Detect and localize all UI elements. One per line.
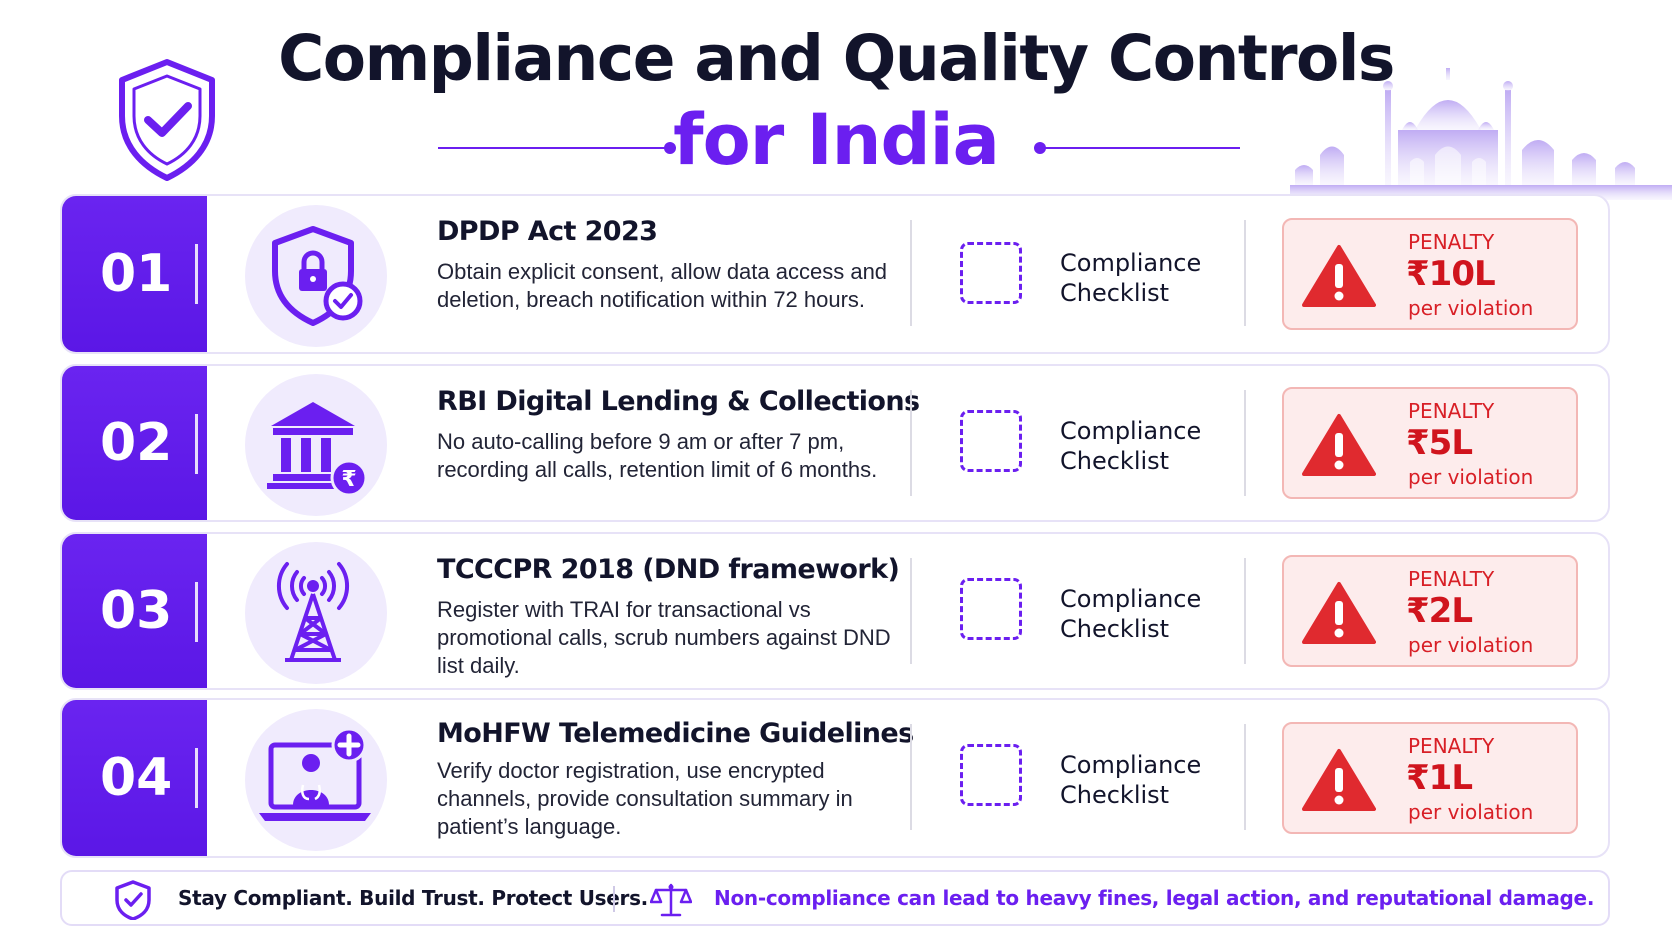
compliance-row: 04 MoHFW Telemedicine Guidelines Verify … bbox=[60, 698, 1610, 858]
checklist-label: Compliance Checklist bbox=[1060, 750, 1201, 810]
row-title: DPDP Act 2023 bbox=[437, 216, 658, 247]
penalty-box: PENALTY ₹1L per violation bbox=[1282, 722, 1578, 834]
warning-icon bbox=[1302, 582, 1376, 644]
checklist-label-line2: Checklist bbox=[1060, 447, 1170, 475]
row-number-text: 04 bbox=[100, 748, 173, 808]
penalty-amount: ₹2L bbox=[1406, 591, 1473, 631]
row-divider bbox=[1244, 724, 1246, 830]
checklist-label: Compliance Checklist bbox=[1060, 416, 1201, 476]
signal-tower-icon bbox=[276, 562, 350, 662]
warning-icon bbox=[1302, 749, 1376, 811]
bank-rupee-icon: ₹ bbox=[267, 402, 368, 497]
checklist-label-line1: Compliance bbox=[1060, 417, 1202, 445]
penalty-box: PENALTY ₹2L per violation bbox=[1282, 555, 1578, 667]
warning-icon bbox=[1302, 245, 1376, 307]
compliance-row: 01 DPDP Act 2023 Obtain explicit consent… bbox=[60, 194, 1610, 354]
penalty-unit: per violation bbox=[1408, 800, 1534, 824]
page-title: Compliance and Quality Controls bbox=[278, 22, 1395, 95]
penalty-label: PENALTY bbox=[1408, 230, 1495, 254]
row-description: Register with TRAI for transactional vs … bbox=[437, 597, 891, 678]
checklist-label-line2: Checklist bbox=[1060, 279, 1170, 307]
title-rule-dot-left bbox=[664, 142, 676, 154]
footer-divider bbox=[613, 886, 615, 912]
penalty-unit: per violation bbox=[1408, 465, 1534, 489]
row-divider bbox=[910, 220, 912, 326]
warning-icon bbox=[1302, 414, 1376, 476]
footer-tagline: Stay Compliant. Build Trust. Protect Use… bbox=[178, 886, 648, 910]
title-rule-right bbox=[1044, 147, 1240, 149]
row-title: RBI Digital Lending & Collections bbox=[437, 386, 920, 417]
row-icon-circle bbox=[245, 205, 387, 347]
row-description: Verify doctor registration, use encrypte… bbox=[437, 758, 853, 839]
checklist-label-line2: Checklist bbox=[1060, 615, 1170, 643]
row-number-text: 01 bbox=[100, 244, 173, 304]
checklist-label: Compliance Checklist bbox=[1060, 584, 1201, 644]
row-divider bbox=[910, 724, 912, 830]
row-icon-circle: ₹ bbox=[245, 374, 387, 516]
compliance-checkbox[interactable] bbox=[960, 242, 1022, 304]
row-icon-circle bbox=[245, 709, 387, 851]
compliance-checkbox[interactable] bbox=[960, 578, 1022, 640]
shield-check-icon bbox=[119, 59, 215, 181]
row-divider bbox=[910, 558, 912, 664]
shield-lock-icon bbox=[272, 226, 363, 326]
penalty-label: PENALTY bbox=[1408, 399, 1495, 423]
row-divider bbox=[1244, 220, 1246, 326]
compliance-checkbox[interactable] bbox=[960, 744, 1022, 806]
checklist-label: Compliance Checklist bbox=[1060, 248, 1201, 308]
penalty-box: PENALTY ₹5L per violation bbox=[1282, 387, 1578, 499]
row-divider bbox=[1244, 390, 1246, 496]
scales-icon bbox=[650, 883, 692, 917]
compliance-row: 03 TCCCPR 2018 (DND framework) Register … bbox=[60, 532, 1610, 690]
penalty-amount: ₹10L bbox=[1406, 254, 1496, 294]
row-number-text: 02 bbox=[100, 413, 173, 473]
row-number: 03 bbox=[62, 534, 207, 688]
penalty-amount: ₹5L bbox=[1406, 423, 1473, 463]
row-number-text: 03 bbox=[100, 581, 173, 641]
row-divider bbox=[910, 390, 912, 496]
footer-warning: Non-compliance can lead to heavy fines, … bbox=[714, 886, 1595, 910]
row-number: 02 bbox=[62, 366, 207, 520]
row-title: MoHFW Telemedicine Guidelines bbox=[437, 718, 914, 749]
compliance-row: 02 ₹ RBI Digital Lending & Collections N… bbox=[60, 364, 1610, 522]
penalty-label: PENALTY bbox=[1408, 567, 1495, 591]
subtitle-row: for India bbox=[0, 98, 1672, 182]
svg-text:₹: ₹ bbox=[341, 467, 356, 492]
penalty-box: PENALTY ₹10L per violation bbox=[1282, 218, 1578, 330]
penalty-unit: per violation bbox=[1408, 633, 1534, 657]
row-description: No auto-calling before 9 am or after 7 p… bbox=[437, 429, 878, 482]
row-divider bbox=[1244, 558, 1246, 664]
row-title: TCCCPR 2018 (DND framework) bbox=[437, 554, 900, 585]
row-description: Obtain explicit consent, allow data acce… bbox=[437, 259, 888, 312]
page-subtitle: for India bbox=[673, 99, 1000, 181]
title-rule-left bbox=[438, 147, 666, 149]
row-number: 04 bbox=[62, 700, 207, 856]
checklist-label-line1: Compliance bbox=[1060, 585, 1202, 613]
checklist-label-line1: Compliance bbox=[1060, 751, 1202, 779]
shield-check-icon bbox=[115, 880, 151, 920]
checklist-label-line1: Compliance bbox=[1060, 249, 1202, 277]
checklist-label-line2: Checklist bbox=[1060, 781, 1170, 809]
penalty-label: PENALTY bbox=[1408, 734, 1495, 758]
telemedicine-laptop-icon bbox=[259, 727, 371, 821]
compliance-checkbox[interactable] bbox=[960, 410, 1022, 472]
row-icon-circle bbox=[245, 542, 387, 684]
title-rule-dot-right bbox=[1034, 142, 1046, 154]
penalty-amount: ₹1L bbox=[1406, 758, 1473, 798]
footer-banner: Stay Compliant. Build Trust. Protect Use… bbox=[60, 870, 1610, 926]
row-number: 01 bbox=[62, 196, 207, 352]
penalty-unit: per violation bbox=[1408, 296, 1534, 320]
